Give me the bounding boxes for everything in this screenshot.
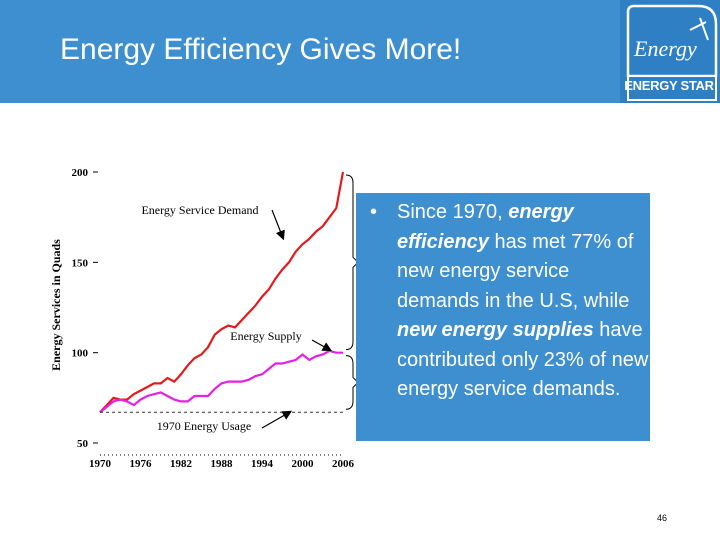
slide-title: Energy Efficiency Gives More!	[60, 33, 462, 66]
annotation-arrow	[271, 209, 285, 241]
y-axis-label: Energy Services in Quads	[49, 239, 63, 371]
bullet-callout-box	[356, 193, 650, 441]
x-tick-label: 1982	[170, 458, 193, 470]
bullet-emphasis: new energy supplies	[397, 319, 594, 341]
logo-script-text: Energy	[633, 36, 697, 61]
annotation-arrow	[311, 339, 333, 352]
energy-star-label: ENERGY STAR	[624, 78, 714, 93]
y-tick-label: 200	[72, 167, 89, 179]
bullet-segment: has met 77% of new energy service demand…	[397, 230, 634, 312]
series-line-energy-service-demand	[99, 171, 345, 414]
x-tick-label: 1970	[89, 458, 112, 470]
title-bar: Energy Efficiency Gives More! Energy ENE…	[0, 0, 720, 103]
y-tick-label: 100	[72, 348, 89, 360]
bullet-text: Since 1970, energy efficiency has met 77…	[397, 198, 652, 405]
annotation-arrow	[261, 410, 293, 429]
x-tick-label: 2000	[292, 458, 315, 470]
chart-series	[99, 171, 345, 414]
bullet-dot: •	[370, 201, 378, 223]
bullet-segment: have contributed only 23% of new energy …	[397, 319, 649, 400]
y-tick-label: 150	[72, 257, 89, 269]
bullet-segment: Since 1970,	[397, 201, 509, 223]
series-line-energy-supply	[99, 349, 343, 414]
page-number: 46	[657, 513, 668, 523]
annotation-label: 1970 Energy Usage	[157, 419, 251, 433]
energy-star-logo: Energy ENERGY STAR	[620, 0, 720, 103]
chart-axes: 50 100 150 200 1970 1976 1982 1988 1994 2000 2006	[72, 167, 355, 470]
bullet-emphasis: energy efficiency	[397, 201, 574, 253]
x-tick-label: 1988	[211, 458, 234, 470]
y-tick-label: 50	[77, 438, 89, 450]
x-tick-label: 1994	[251, 458, 274, 470]
annotation-label: Energy Service Demand	[141, 203, 258, 217]
x-tick-label: 2006	[332, 458, 355, 470]
energy-star-icon: Energy	[620, 0, 720, 103]
chart-annotations: Energy Service Demand Energy Supply 1970 E…	[141, 174, 359, 433]
annotation-label: Energy Supply	[230, 329, 301, 343]
x-tick-label: 1976	[130, 458, 153, 470]
